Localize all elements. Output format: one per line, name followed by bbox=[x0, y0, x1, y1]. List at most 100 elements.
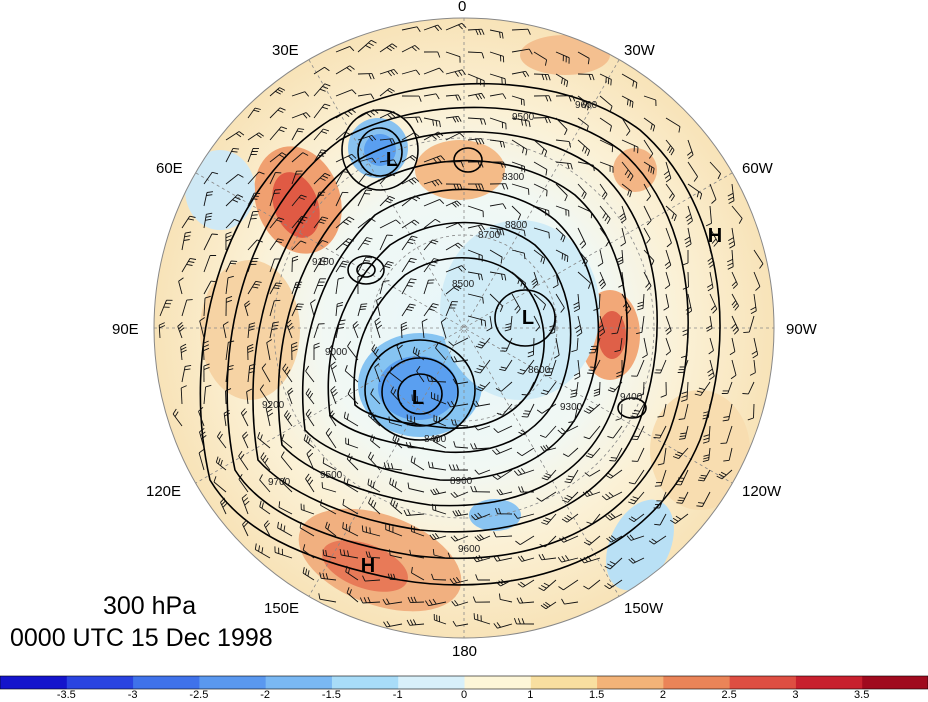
wind-barb-feather bbox=[431, 573, 434, 580]
wind-barb-feather bbox=[755, 286, 761, 291]
wind-barb bbox=[501, 381, 513, 392]
wind-barb-feather bbox=[621, 218, 627, 224]
wind-barb-feather bbox=[617, 262, 624, 266]
wind-barb bbox=[379, 111, 394, 119]
wind-barb bbox=[247, 132, 260, 141]
wind-barb bbox=[599, 205, 611, 219]
wind-barb bbox=[684, 425, 689, 439]
wind-barb bbox=[203, 386, 207, 405]
wind-barb-feather bbox=[272, 324, 279, 327]
wind-barb bbox=[467, 205, 484, 212]
wind-barb bbox=[621, 139, 639, 148]
wind-barb-feather bbox=[483, 118, 487, 125]
wind-barb bbox=[519, 535, 535, 545]
wind-barb-feather bbox=[203, 347, 210, 352]
wind-barb bbox=[379, 138, 393, 141]
wind-barb-feather bbox=[517, 214, 522, 221]
wind-barb-feather bbox=[328, 344, 333, 350]
wind-barb bbox=[621, 117, 631, 132]
wind-barb-feather bbox=[587, 58, 590, 65]
wind-barb-feather bbox=[495, 581, 501, 587]
wind-barb-feather bbox=[432, 533, 437, 540]
wind-barb-feather bbox=[562, 499, 568, 503]
wind-barb-feather bbox=[478, 29, 482, 36]
wind-barb bbox=[583, 557, 601, 564]
wind-barb-feather bbox=[375, 321, 381, 326]
wind-barb-feather bbox=[411, 46, 417, 52]
wind-barb-feather bbox=[663, 170, 670, 176]
wind-barb-feather bbox=[453, 287, 460, 291]
wind-barb-feather bbox=[389, 366, 393, 373]
wind-barb-feather bbox=[709, 375, 715, 381]
wind-barb-feather bbox=[394, 435, 398, 442]
wind-barb-feather bbox=[240, 454, 245, 460]
wind-barb-feather bbox=[231, 150, 238, 153]
wind-barb bbox=[709, 183, 717, 200]
wind-barb bbox=[555, 271, 559, 285]
wind-barb bbox=[433, 554, 447, 559]
wind-barb-feather bbox=[401, 321, 407, 326]
wind-barb-feather bbox=[359, 308, 366, 310]
wind-barb-feather bbox=[602, 212, 607, 219]
wind-barb-feather bbox=[628, 558, 634, 564]
wind-barb bbox=[533, 117, 549, 119]
wind-barb-feather bbox=[383, 462, 387, 469]
wind-barb-feather bbox=[597, 262, 604, 267]
wind-barb bbox=[510, 315, 513, 330]
wind-barb bbox=[533, 139, 547, 152]
wind-barb-feather bbox=[438, 179, 443, 185]
wind-barb bbox=[291, 91, 306, 97]
wind-barb-feather bbox=[369, 527, 371, 534]
wind-barb bbox=[401, 177, 415, 185]
wind-barb-feather bbox=[480, 319, 483, 326]
wind-barb bbox=[379, 219, 397, 229]
wind-barb-feather bbox=[281, 152, 288, 157]
wind-barb-feather bbox=[493, 531, 497, 538]
wind-barb bbox=[322, 462, 337, 471]
wind-barb-feather bbox=[481, 183, 485, 190]
wind-barb-feather bbox=[288, 390, 294, 395]
wind-barb-feather bbox=[666, 242, 672, 248]
wind-barb-feather bbox=[520, 555, 525, 561]
wind-barb-feather bbox=[500, 579, 506, 584]
wind-barb bbox=[181, 233, 186, 251]
wind-barb-feather bbox=[535, 326, 541, 332]
wind-barb-feather bbox=[328, 410, 334, 416]
wind-barb-feather bbox=[495, 473, 502, 478]
wind-barb-feather bbox=[611, 332, 618, 335]
wind-barb bbox=[731, 359, 737, 376]
wind-barb-feather bbox=[247, 346, 254, 351]
wind-barb-feather bbox=[370, 454, 375, 461]
wind-barb-feather bbox=[475, 574, 479, 581]
wind-barb-feather bbox=[349, 65, 355, 70]
wind-barb-feather bbox=[457, 116, 462, 122]
wind-barb-feather bbox=[342, 243, 349, 247]
wind-barb-feather bbox=[330, 361, 336, 366]
wind-barb-feather bbox=[364, 193, 371, 195]
wind-barb-feather bbox=[327, 523, 331, 530]
wind-barb bbox=[335, 238, 349, 251]
wind-barb bbox=[286, 323, 293, 339]
wind-barb-feather bbox=[218, 433, 223, 440]
wind-barb bbox=[500, 579, 513, 587]
wind-barb-feather bbox=[318, 263, 325, 266]
wind-barb-feather bbox=[409, 303, 416, 306]
wind-barb-feather bbox=[540, 256, 543, 263]
wind-barb bbox=[598, 293, 601, 309]
wind-barb-feather bbox=[215, 456, 219, 463]
wind-barb-feather bbox=[671, 213, 675, 220]
wind-barb-feather bbox=[493, 555, 498, 562]
wind-barb bbox=[610, 535, 623, 543]
wind-barb bbox=[489, 117, 506, 124]
wind-barb-feather bbox=[242, 431, 248, 437]
wind-barb-feather bbox=[518, 431, 525, 436]
wind-barb-feather bbox=[543, 582, 550, 587]
wind-barb bbox=[203, 192, 208, 207]
wind-barb-feather bbox=[322, 549, 325, 556]
wind-barb-feather bbox=[611, 535, 617, 540]
wind-barb-feather bbox=[619, 213, 625, 218]
wind-barb-feather bbox=[610, 457, 617, 459]
wind-barb bbox=[527, 381, 535, 396]
wind-barb-feather bbox=[566, 80, 569, 87]
wind-barb-feather bbox=[697, 479, 704, 482]
